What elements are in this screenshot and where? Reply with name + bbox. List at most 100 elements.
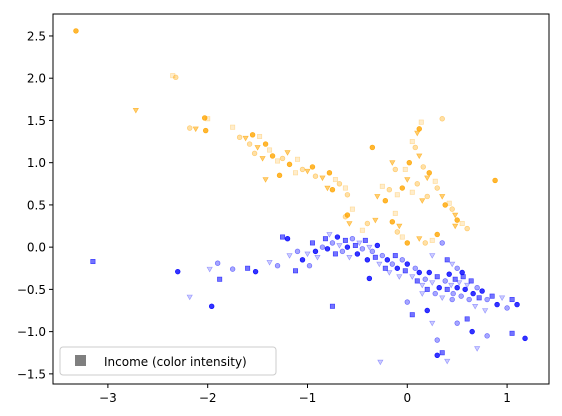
data-point xyxy=(414,181,420,187)
legend-label: Income (color intensity) xyxy=(104,355,247,369)
data-point xyxy=(426,269,432,276)
data-point xyxy=(439,194,446,200)
data-point xyxy=(245,265,251,271)
data-point xyxy=(246,141,253,147)
data-point xyxy=(336,243,343,249)
data-point xyxy=(312,248,319,255)
data-point xyxy=(474,284,480,291)
data-point xyxy=(389,219,396,225)
data-point xyxy=(416,153,423,160)
plot-frame xyxy=(52,13,550,385)
data-point xyxy=(429,237,435,243)
data-point xyxy=(414,278,420,284)
data-point xyxy=(434,274,440,280)
data-point xyxy=(464,225,470,232)
y-tick-label: −1.0 xyxy=(17,325,46,339)
data-point xyxy=(399,234,405,240)
data-point xyxy=(349,236,356,242)
data-point xyxy=(326,170,333,176)
data-point xyxy=(376,261,383,268)
data-point xyxy=(409,312,415,318)
data-point xyxy=(304,251,311,258)
data-point xyxy=(479,288,485,294)
data-point xyxy=(446,271,452,277)
data-point xyxy=(424,286,430,292)
data-point xyxy=(404,177,411,183)
data-point xyxy=(498,295,506,302)
data-point xyxy=(90,259,96,265)
data-point xyxy=(344,212,351,218)
data-point xyxy=(406,159,412,166)
data-point xyxy=(319,244,326,250)
data-point xyxy=(372,217,379,224)
data-point xyxy=(324,246,331,252)
data-point xyxy=(344,192,351,198)
data-point xyxy=(392,166,399,173)
data-point xyxy=(170,73,176,79)
data-point xyxy=(336,181,343,187)
data-point xyxy=(436,284,442,291)
data-point xyxy=(419,291,426,297)
data-point xyxy=(416,269,422,276)
legend: Income (color intensity) xyxy=(59,346,277,376)
data-point xyxy=(469,328,475,335)
data-point xyxy=(404,299,410,305)
x-tick-label: 0 xyxy=(403,391,411,405)
data-point xyxy=(334,234,341,240)
data-point xyxy=(470,290,476,297)
data-point xyxy=(382,265,388,271)
data-point xyxy=(386,270,393,276)
data-point xyxy=(394,265,401,271)
data-point xyxy=(492,177,498,184)
data-point xyxy=(504,305,510,311)
data-point xyxy=(354,251,361,257)
data-point xyxy=(449,296,455,303)
data-point xyxy=(509,297,515,303)
data-point xyxy=(379,252,386,259)
y-axis: −1.5 −1.0 −0.5 0.0 0.5 1.0 1.5 2.0 2.5 xyxy=(17,29,53,381)
data-point xyxy=(217,276,223,282)
data-point xyxy=(369,248,376,255)
data-point xyxy=(314,254,321,261)
data-point xyxy=(434,185,440,191)
data-point xyxy=(404,261,410,267)
data-point xyxy=(202,127,209,134)
data-point xyxy=(402,166,408,172)
data-point xyxy=(419,198,426,204)
data-point xyxy=(439,116,445,122)
y-tick-label: −0.5 xyxy=(17,283,46,297)
data-point xyxy=(446,200,452,206)
data-point xyxy=(205,116,211,122)
data-point xyxy=(284,236,291,242)
data-point xyxy=(426,170,432,176)
points-layer xyxy=(73,28,528,366)
data-point xyxy=(192,126,199,133)
data-point xyxy=(276,172,283,179)
data-point xyxy=(389,261,396,267)
data-point xyxy=(452,212,459,219)
data-point xyxy=(364,257,371,263)
data-point xyxy=(304,168,311,175)
data-point xyxy=(386,187,393,193)
data-point xyxy=(422,240,428,246)
data-point xyxy=(396,274,403,280)
data-point xyxy=(73,28,79,34)
legend-box xyxy=(59,346,277,376)
data-point xyxy=(366,244,373,251)
data-point xyxy=(342,237,348,243)
data-point xyxy=(262,177,269,183)
data-point xyxy=(349,206,355,212)
data-point xyxy=(434,337,440,343)
data-point xyxy=(329,240,336,246)
data-point xyxy=(339,248,346,255)
data-point xyxy=(279,155,286,162)
data-point xyxy=(466,296,472,303)
data-point xyxy=(392,253,398,259)
data-point xyxy=(394,229,401,235)
data-point xyxy=(412,265,418,271)
data-point xyxy=(454,217,460,223)
data-point xyxy=(414,130,421,137)
data-point xyxy=(444,257,450,263)
data-point xyxy=(409,189,415,195)
data-point xyxy=(214,260,221,266)
